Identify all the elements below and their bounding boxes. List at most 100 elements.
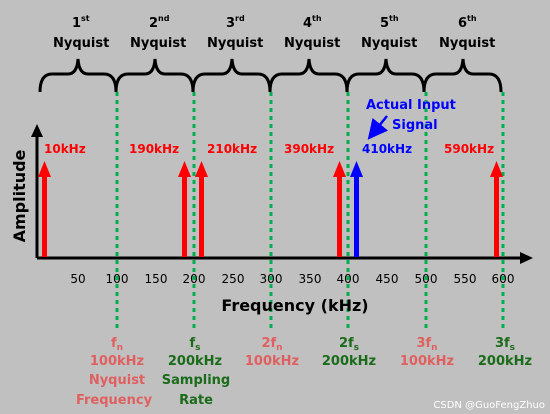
marker-fn-value: 100kHz bbox=[90, 354, 144, 369]
svg-text:3fn: 3fn bbox=[416, 336, 437, 353]
signal-label-390khz: 390kHz bbox=[284, 142, 334, 156]
zone-4-number: 4 bbox=[303, 16, 312, 31]
tick-label-400: 400 bbox=[337, 272, 360, 286]
zone-2-header: 2nd Nyquist bbox=[130, 14, 186, 51]
zone-3-header: 3rd Nyquist bbox=[207, 14, 263, 51]
y-axis-title: Amplitude bbox=[10, 149, 29, 242]
tick-label-150: 150 bbox=[145, 272, 168, 286]
zone-4-brace bbox=[268, 58, 349, 93]
marker-fs-subscript: s bbox=[195, 343, 200, 353]
marker-fs-symbol: f bbox=[189, 336, 195, 351]
tick-label-450: 450 bbox=[376, 272, 399, 286]
marker-2fs-symbol: 2f bbox=[339, 336, 354, 351]
signal-label-10khz: 10kHz bbox=[44, 142, 86, 156]
svg-text:4th: 4th bbox=[303, 14, 322, 31]
x-axis-title: Frequency (kHz) bbox=[221, 296, 368, 315]
marker-fs-desc-1: Sampling bbox=[162, 373, 230, 388]
tick-label-200: 200 bbox=[183, 272, 206, 286]
zone-6-brace bbox=[422, 58, 503, 93]
zone-4-word: Nyquist bbox=[284, 36, 340, 51]
tick-label-350: 350 bbox=[299, 272, 322, 286]
marker-3fs-value: 200kHz bbox=[478, 354, 532, 369]
tick-label-50: 50 bbox=[70, 272, 85, 286]
zone-3-suffix: rd bbox=[235, 14, 245, 23]
signal-arrow-410khz bbox=[350, 161, 363, 257]
signal-label-590khz: 590kHz bbox=[444, 142, 494, 156]
zone-1-number: 1 bbox=[72, 16, 81, 31]
zone-6-word: Nyquist bbox=[439, 36, 495, 51]
y-axis-arrowhead bbox=[31, 124, 43, 137]
marker-fn-desc-1: Nyquist bbox=[89, 373, 145, 388]
zone-6-header: 6th Nyquist bbox=[439, 14, 495, 51]
marker-fs: fs 200kHz Sampling Rate bbox=[162, 336, 230, 408]
tick-label-600: 600 bbox=[492, 272, 515, 286]
zone-6-suffix: th bbox=[467, 14, 477, 23]
svg-text:fn: fn bbox=[111, 336, 123, 353]
zone-3-word: Nyquist bbox=[207, 36, 263, 51]
signal-arrow-10khz bbox=[38, 161, 51, 257]
marker-2fn: 2fn 100kHz bbox=[245, 336, 299, 369]
zone-5-suffix: th bbox=[389, 14, 399, 23]
marker-3fn-subscript: n bbox=[431, 343, 437, 353]
callout-arrow bbox=[367, 115, 389, 140]
svg-text:1st: 1st bbox=[72, 14, 90, 31]
marker-fn-subscript: n bbox=[117, 343, 123, 353]
signal-arrow-210khz bbox=[195, 161, 208, 257]
marker-3fs-subscript: s bbox=[510, 343, 515, 353]
zone-1-brace bbox=[38, 58, 118, 93]
bottom-markers: fn 100kHz Nyquist Frequency fs 200kHz Sa… bbox=[76, 336, 532, 408]
marker-fn-desc-2: Frequency bbox=[76, 393, 153, 408]
marker-fs-desc-2: Rate bbox=[179, 393, 213, 408]
x-tick-labels: 50 100 150 200 250 300 350 400 450 500 5… bbox=[70, 272, 514, 286]
zone-5-word: Nyquist bbox=[361, 36, 417, 51]
svg-text:2fs: 2fs bbox=[339, 336, 359, 353]
callout-line-2: Signal bbox=[392, 118, 438, 133]
marker-3fs-symbol: 3f bbox=[495, 336, 510, 351]
svg-text:2fn: 2fn bbox=[261, 336, 282, 353]
zone-5-number: 5 bbox=[380, 16, 389, 31]
signal-arrow-190khz bbox=[178, 161, 191, 257]
actual-input-callout: Actual Input Signal bbox=[366, 98, 456, 140]
zone-4-header: 4th Nyquist bbox=[284, 14, 340, 51]
marker-fn: fn 100kHz Nyquist Frequency bbox=[76, 336, 153, 408]
boundary-lines bbox=[115, 92, 505, 330]
marker-2fn-value: 100kHz bbox=[245, 354, 299, 369]
zone-4-suffix: th bbox=[312, 14, 322, 23]
svg-text:5th: 5th bbox=[380, 14, 399, 31]
marker-3fn: 3fn 100kHz bbox=[400, 336, 454, 369]
x-axis-arrowhead bbox=[520, 252, 533, 264]
svg-text:3fs: 3fs bbox=[495, 336, 515, 353]
zone-1-suffix: st bbox=[81, 14, 90, 23]
marker-2fn-symbol: 2f bbox=[261, 336, 276, 351]
tick-label-550: 550 bbox=[454, 272, 477, 286]
zone-6-number: 6 bbox=[458, 16, 467, 31]
zone-1-word: Nyquist bbox=[53, 36, 109, 51]
signal-arrow-590khz bbox=[490, 161, 503, 257]
tick-label-500: 500 bbox=[415, 272, 438, 286]
zone-5-brace bbox=[345, 58, 426, 93]
signal-label-410khz: 410kHz bbox=[362, 142, 412, 156]
signal-arrows bbox=[38, 161, 503, 257]
zone-1-header: 1st Nyquist bbox=[53, 14, 109, 51]
zone-2-suffix: nd bbox=[158, 14, 170, 23]
zone-2-brace bbox=[114, 58, 195, 93]
marker-2fn-subscript: n bbox=[276, 343, 282, 353]
signal-label-210khz: 210kHz bbox=[207, 142, 257, 156]
svg-text:6th: 6th bbox=[458, 14, 477, 31]
marker-3fs: 3fs 200kHz bbox=[478, 336, 532, 369]
marker-fn-symbol: f bbox=[111, 336, 117, 351]
zone-3-brace bbox=[191, 58, 272, 93]
marker-3fn-symbol: 3f bbox=[416, 336, 431, 351]
zone-2-number: 2 bbox=[149, 16, 158, 31]
marker-fs-value: 200kHz bbox=[168, 354, 222, 369]
signal-label-190khz: 190kHz bbox=[129, 142, 179, 156]
marker-2fs-value: 200kHz bbox=[322, 354, 376, 369]
zone-braces bbox=[38, 58, 503, 93]
signal-labels: 10kHz 190kHz 210kHz 390kHz 410kHz 590kHz bbox=[44, 142, 494, 156]
axes bbox=[31, 124, 533, 264]
watermark: CSDN @GuoFengZhuo bbox=[433, 400, 545, 411]
tick-label-250: 250 bbox=[222, 272, 245, 286]
svg-text:3rd: 3rd bbox=[226, 14, 245, 31]
svg-text:2nd: 2nd bbox=[149, 14, 170, 31]
